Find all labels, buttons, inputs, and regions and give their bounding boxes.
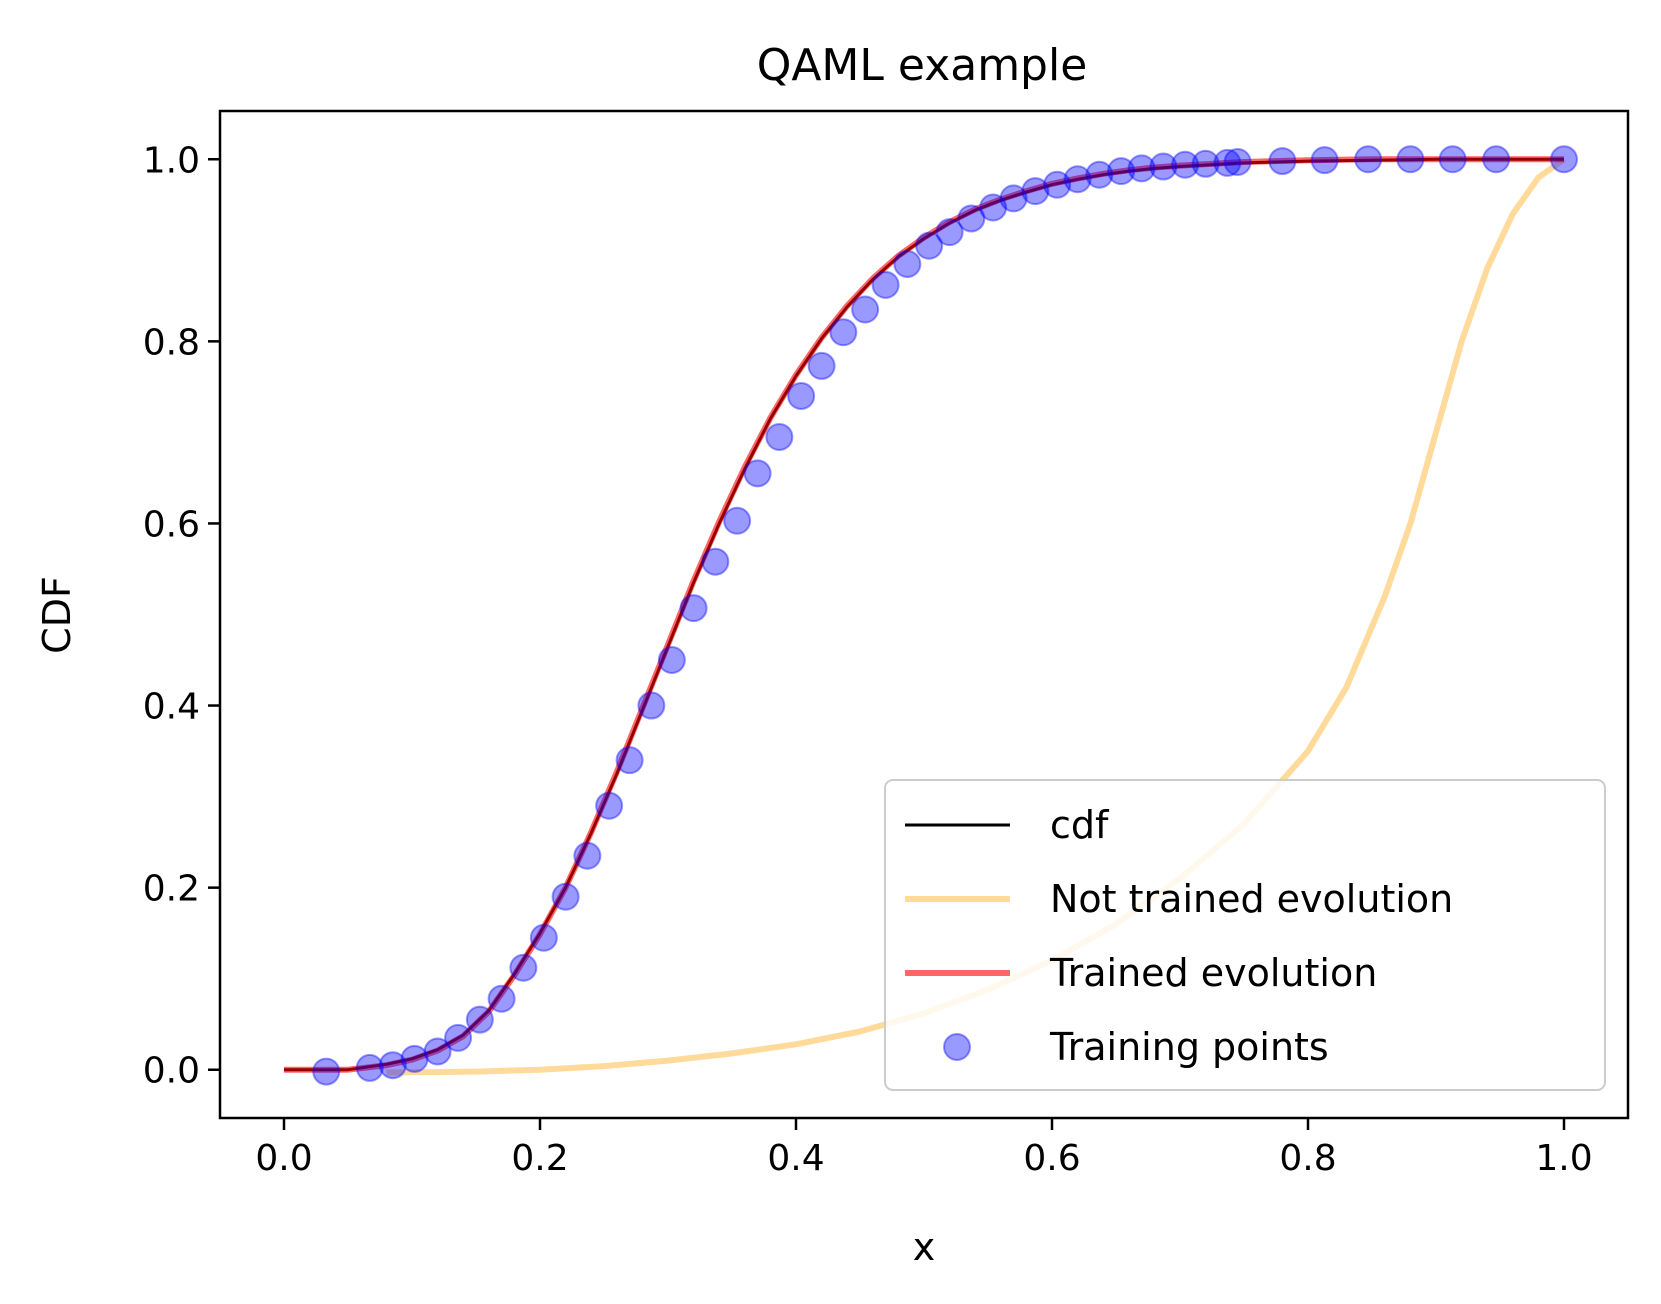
legend-box [884, 779, 1606, 1091]
training-point [1310, 146, 1339, 175]
training-point [1107, 157, 1136, 186]
training-point [787, 381, 816, 410]
training-point [1171, 150, 1200, 179]
training-point [1149, 152, 1178, 181]
training-point [679, 594, 708, 623]
y-tick-label: 0.0 [143, 1051, 200, 1092]
training-point [743, 459, 772, 488]
training-point [1223, 147, 1252, 176]
legend-label-not-trained-evolution: Not trained evolution [1050, 877, 1453, 921]
training-point [1043, 170, 1072, 199]
training-point [979, 193, 1008, 222]
series-layer [284, 145, 1578, 1086]
training-point [657, 646, 686, 675]
training-point [1127, 154, 1156, 183]
training-point [1085, 160, 1114, 189]
training-point [915, 231, 944, 260]
training-point [935, 218, 964, 247]
legend-label-cdf: cdf [1050, 803, 1110, 847]
training-point [1213, 148, 1242, 177]
y-axis-label: CDF [35, 576, 79, 654]
y-tick-label: 1.0 [143, 140, 200, 181]
chart-title: QAML example [757, 40, 1088, 91]
series-line-trained-evolution [284, 156, 1564, 1073]
training-point [423, 1037, 452, 1066]
x-axis-label: x [913, 1225, 936, 1269]
training-point [595, 791, 624, 820]
training-point [465, 1005, 494, 1034]
x-tick-label: 0.4 [767, 1138, 824, 1179]
training-point [1268, 147, 1297, 176]
training-point [615, 746, 644, 775]
training-point [1438, 145, 1467, 174]
x-tick-label: 0.8 [1279, 1138, 1336, 1179]
training-point [701, 547, 730, 576]
legend-label-trained-evolution: Trained evolution [1049, 951, 1377, 995]
x-tick-label: 0.6 [1023, 1138, 1080, 1179]
training-point [444, 1023, 473, 1052]
training-point [637, 691, 666, 720]
y-tick-label: 0.8 [143, 322, 200, 363]
training-point [378, 1051, 407, 1080]
training-point [957, 204, 986, 233]
training-point [573, 841, 602, 870]
training-point [1191, 149, 1220, 178]
training-point [1063, 165, 1092, 194]
legend-label-training-points: Training points [1049, 1025, 1329, 1069]
training-point [551, 882, 580, 911]
training-point [355, 1053, 384, 1082]
y-tick-label: 0.6 [143, 504, 200, 545]
x-tick-label: 1.0 [1535, 1138, 1592, 1179]
training-point [1354, 145, 1383, 174]
x-tick-label: 0.0 [255, 1138, 312, 1179]
training-point [999, 184, 1028, 213]
training-point [893, 249, 922, 278]
y-axis: 0.0 0.2 0.4 0.6 0.8 1.0 [143, 140, 220, 1092]
training-point [829, 318, 858, 347]
training-point [851, 295, 880, 324]
training-point [529, 923, 558, 952]
training-point [400, 1044, 429, 1073]
y-tick-label: 0.2 [143, 869, 200, 910]
x-axis: 0.0 0.2 0.4 0.6 0.8 1.0 [255, 1118, 1593, 1179]
training-point [723, 506, 752, 535]
training-point [509, 953, 538, 982]
training-point [312, 1057, 341, 1086]
training-point [1021, 177, 1050, 206]
legend-swatch-training-points [943, 1033, 971, 1061]
plot-frame [218, 109, 1630, 1120]
training-point [1482, 145, 1511, 174]
training-point [871, 270, 900, 299]
x-tick-label: 0.2 [511, 1138, 568, 1179]
training-point [1396, 145, 1425, 174]
training-point [1550, 145, 1578, 174]
y-tick-label: 0.4 [143, 687, 200, 728]
training-point [807, 351, 836, 380]
training-point [765, 422, 794, 451]
legend: cdf Not trained evolution Trained evolutio… [884, 779, 1606, 1091]
training-point [487, 984, 516, 1013]
